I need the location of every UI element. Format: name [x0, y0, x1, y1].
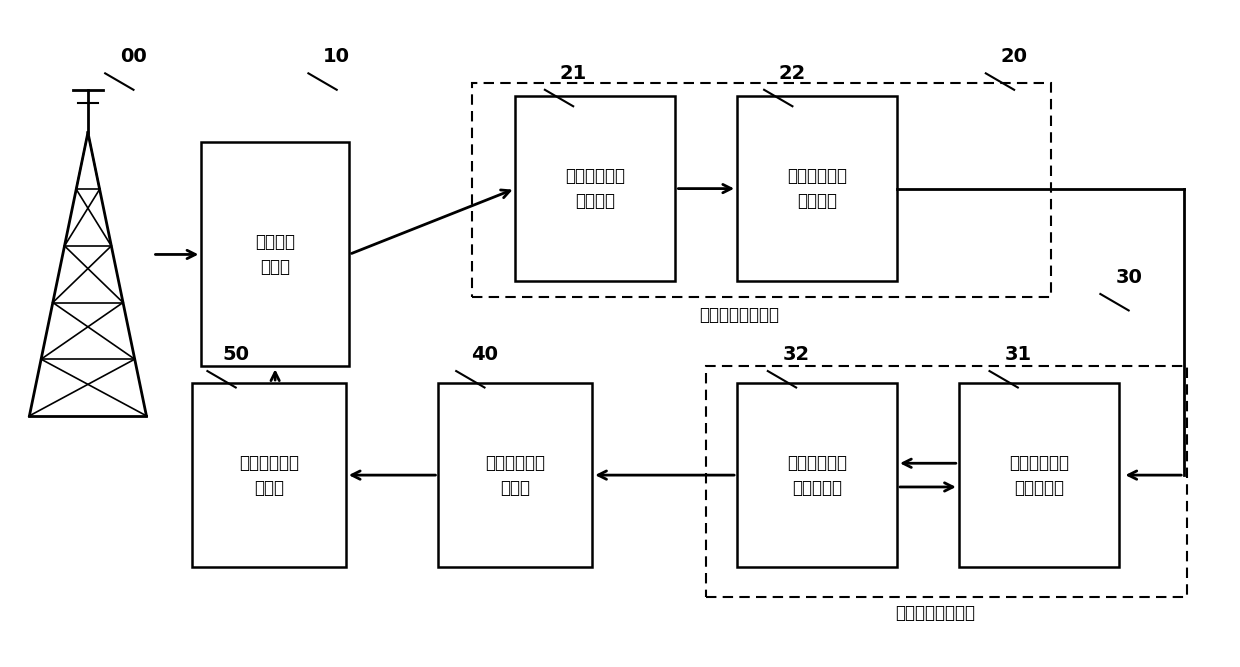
Text: 22: 22: [779, 64, 806, 83]
Text: 00: 00: [120, 47, 146, 66]
Text: 临小区辅同步
信号搜索器: 临小区辅同步 信号搜索器: [787, 454, 847, 497]
Bar: [472, 83, 1052, 297]
Text: 10: 10: [324, 47, 350, 66]
Text: 20: 20: [1001, 47, 1028, 66]
Text: 基带数据
发生器: 基带数据 发生器: [255, 233, 295, 276]
Text: 小区搜索结果
判决器: 小区搜索结果 判决器: [485, 454, 546, 497]
Text: 最强主同步信
号搜索器: 最强主同步信 号搜索器: [565, 167, 625, 210]
Bar: [516, 96, 676, 281]
Text: 辅同步信号搜索器: 辅同步信号搜索器: [895, 604, 976, 622]
Text: 40: 40: [471, 345, 498, 364]
Bar: [438, 383, 593, 568]
Text: 次强主同步信
号搜索器: 次强主同步信 号搜索器: [787, 167, 847, 210]
Text: 小区搜索参数
配置器: 小区搜索参数 配置器: [239, 454, 299, 497]
Text: 主同步信号搜索器: 主同步信号搜索器: [699, 306, 780, 324]
Bar: [201, 143, 348, 366]
Bar: [737, 96, 897, 281]
Bar: [707, 366, 1187, 597]
Bar: [192, 383, 346, 568]
Bar: [737, 383, 897, 568]
Text: 30: 30: [1115, 268, 1142, 287]
Text: 50: 50: [222, 345, 249, 364]
Text: 32: 32: [782, 345, 810, 364]
Bar: [959, 383, 1118, 568]
Text: 主小区辅同步
信号搜索器: 主小区辅同步 信号搜索器: [1009, 454, 1069, 497]
Text: 31: 31: [1004, 345, 1032, 364]
Text: 21: 21: [559, 64, 587, 83]
